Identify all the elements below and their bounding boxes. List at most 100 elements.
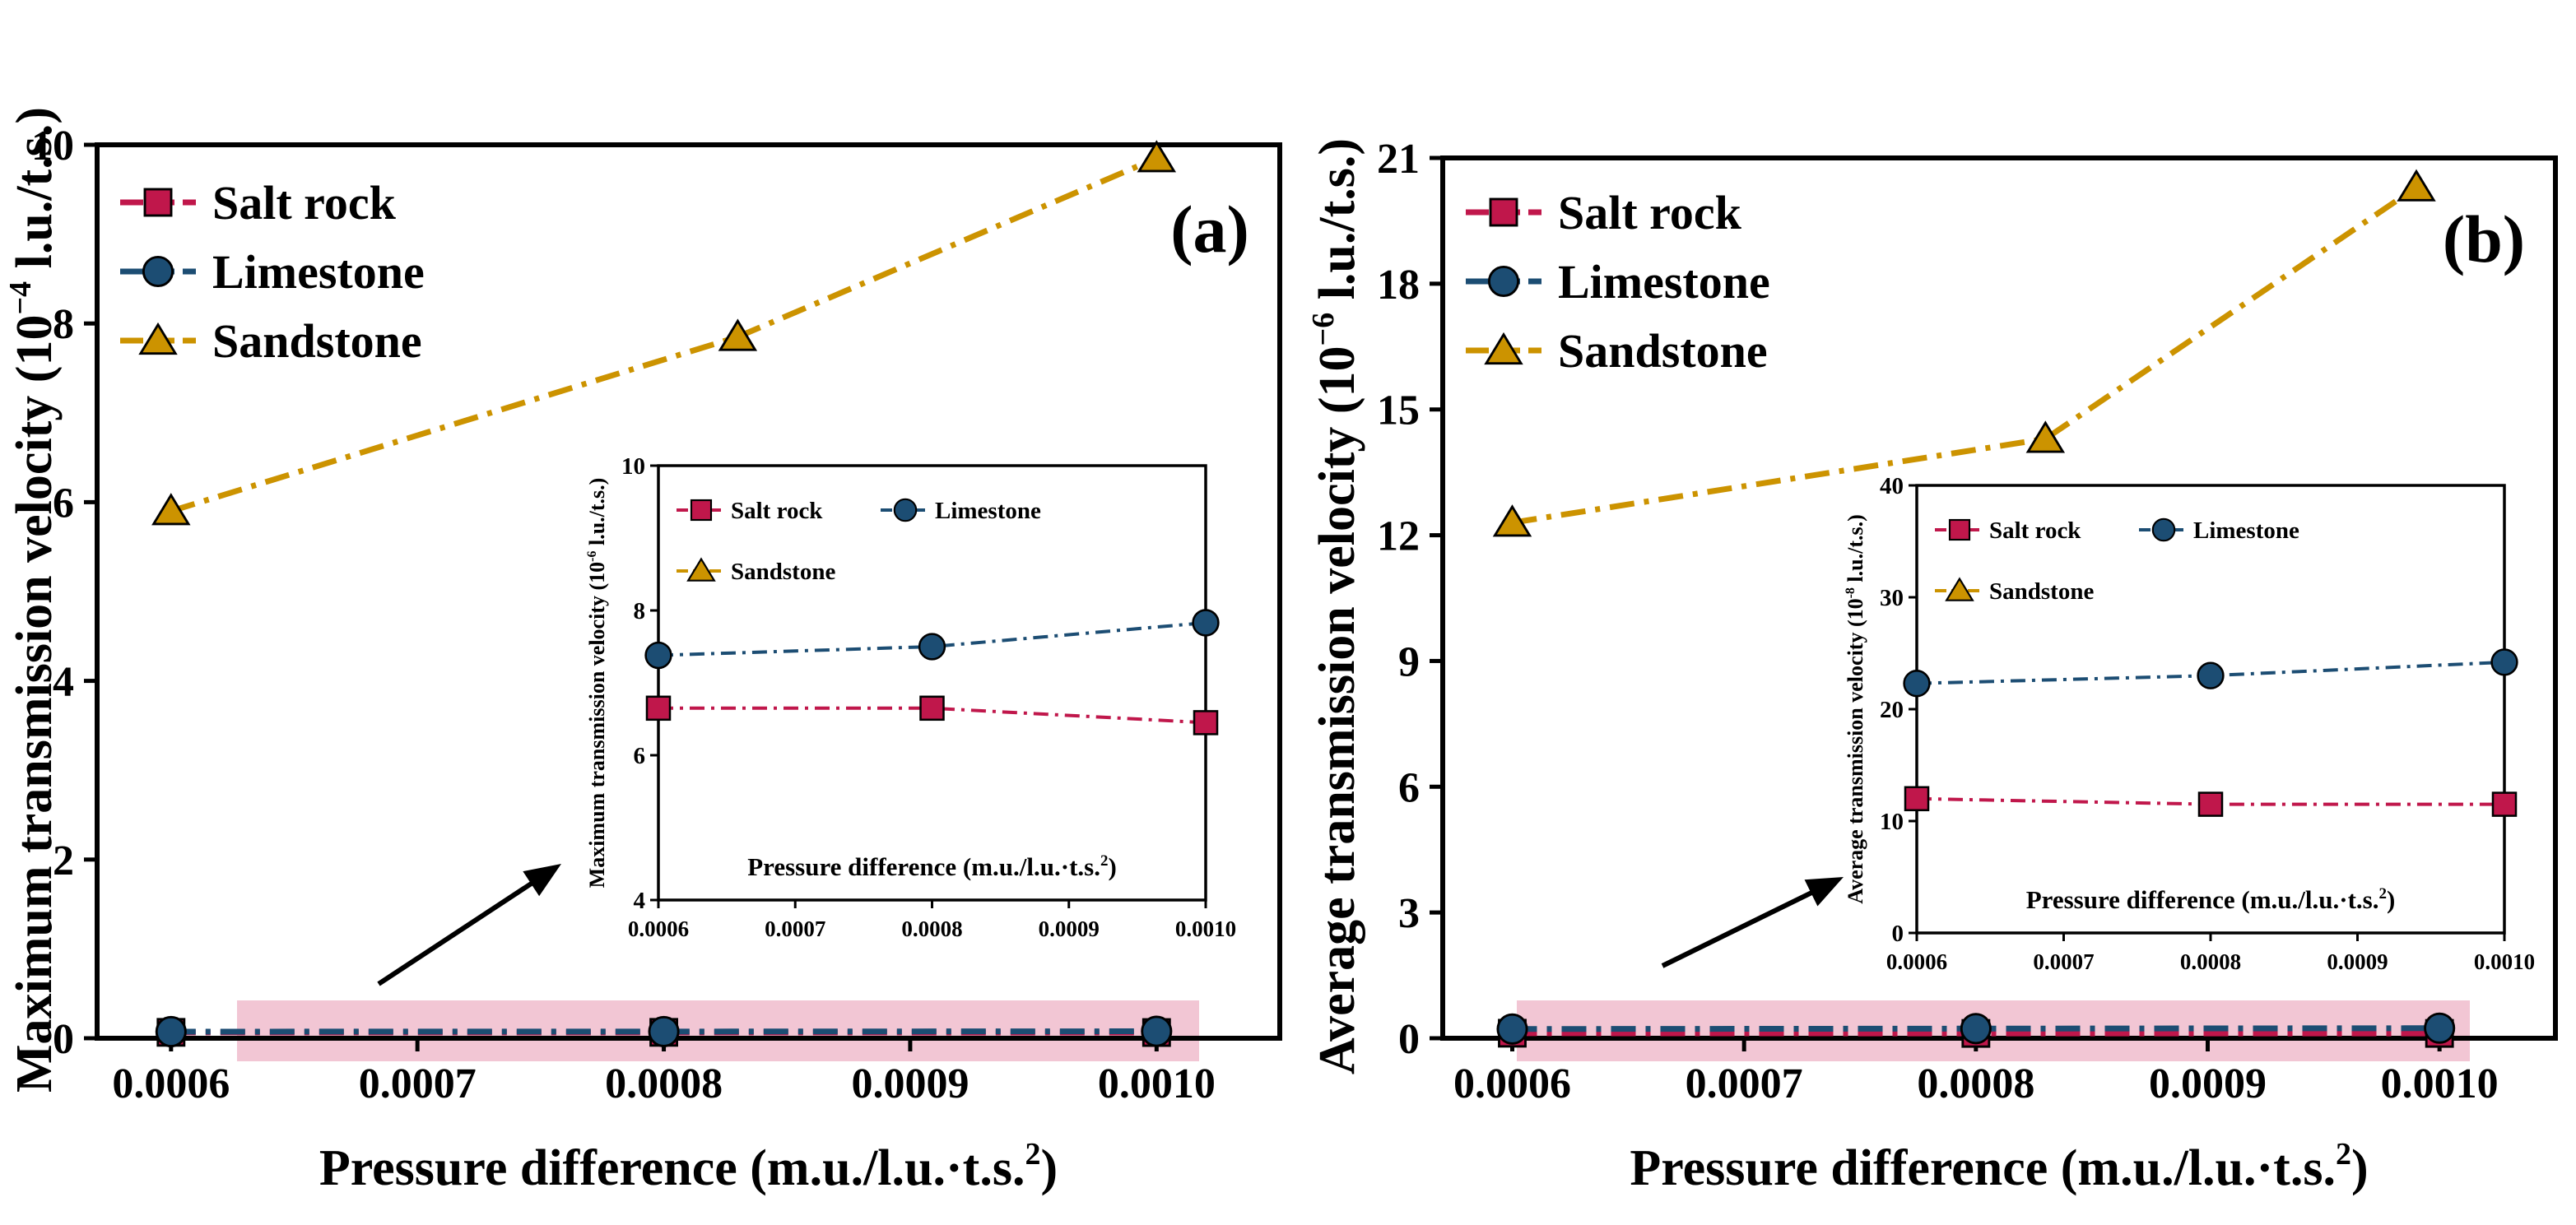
- legend-label: Limestone: [1558, 255, 1770, 309]
- inset-y-axis-title: Maximum transmission velocity (10-6 l.u.…: [585, 478, 609, 889]
- data-point-sandstone: [2397, 169, 2436, 202]
- y-tick-label: 0: [1398, 1016, 1420, 1063]
- data-point-limestone: [648, 1015, 680, 1047]
- inset-data-point-salt-rock: [2197, 791, 2224, 817]
- x-tick-label: 0.0006: [1453, 1060, 1571, 1107]
- inset-data-point-limestone: [644, 641, 672, 670]
- y-tick-label: 10: [31, 123, 74, 169]
- y-tick-label: 6: [1398, 764, 1420, 811]
- inset-legend-label: Sandstone: [731, 559, 835, 585]
- data-point-sandstone: [151, 493, 191, 526]
- inset-legend-label: Limestone: [2193, 517, 2299, 544]
- inset-y-tick-label: 8: [634, 598, 646, 624]
- y-tick-label: 3: [1398, 890, 1420, 937]
- inset-x-tick-label: 0.0009: [1039, 916, 1100, 941]
- legend: Salt rock Limestone Sandstone: [1466, 186, 1770, 378]
- x-tick-label: 0.0007: [359, 1060, 477, 1107]
- inset-legend-marker: [893, 498, 918, 522]
- legend-label: Limestone: [212, 245, 425, 299]
- y-axis-title: Maximum transmission velocity (10−4 l.u.…: [3, 107, 63, 1093]
- arrow-head: [523, 864, 561, 897]
- data-point-sandstone: [1492, 504, 1532, 537]
- inset-x-tick-label: 0.0007: [2033, 949, 2094, 974]
- inset-y-tick-label: 10: [1880, 809, 1904, 835]
- inset-x-tick-label: 0.0008: [901, 916, 962, 941]
- inset-legend-label: Sandstone: [1989, 578, 2094, 605]
- legend-marker: [1489, 197, 1518, 227]
- inset-x-tick-label: 0.0010: [1175, 916, 1236, 941]
- inset-x-axis-title: Pressure difference (m.u./l.u.·t.s.2): [747, 852, 1117, 881]
- inset-frame: [1915, 484, 2506, 935]
- inset-y-tick-label: 20: [1880, 697, 1904, 723]
- y-tick-label: 9: [1398, 638, 1420, 685]
- inset-data-point-limestone: [2197, 661, 2225, 689]
- inset-legend-label: Limestone: [935, 498, 1041, 524]
- x-tick-label: 0.0006: [112, 1060, 230, 1107]
- data-point-sandstone: [2025, 420, 2066, 453]
- legend-label: Salt rock: [1558, 186, 1742, 239]
- legend-label: Sandstone: [1558, 324, 1768, 378]
- data-point-limestone: [1141, 1015, 1173, 1047]
- legend: Salt rock Limestone Sandstone: [120, 176, 425, 368]
- x-tick-label: 0.0009: [2149, 1060, 2267, 1107]
- inset-legend: Salt rock Limestone Sandstone: [1935, 517, 2299, 605]
- inset-y-axis-title: Average transmission velocity (10-8 l.u.…: [1844, 514, 1867, 904]
- chart-panel-a: 0 2 4 6 8 10 0.0006 0.0007 0.0008 0.0009 0.0010 Pre…: [3, 107, 1282, 1196]
- inset-x-tick-label: 0.0009: [2327, 949, 2388, 974]
- inset-y-tick-label: 0: [1892, 921, 1904, 947]
- inset-x-tick-label: 0.0007: [765, 916, 825, 941]
- inset-x-tick-label: 0.0008: [2180, 949, 2241, 974]
- x-tick-label: 0.0007: [1686, 1060, 1803, 1107]
- inset-legend-marker: [690, 499, 713, 522]
- data-point-limestone: [155, 1015, 187, 1048]
- y-tick-label: 2: [53, 838, 74, 884]
- arrow-shaft: [377, 874, 545, 986]
- inset-y-tick-label: 6: [634, 743, 646, 769]
- x-tick-label: 0.0008: [605, 1060, 723, 1107]
- y-tick-label: 12: [1377, 513, 1420, 560]
- inset-data-point-limestone: [1903, 670, 1931, 698]
- inset-legend-label: Salt rock: [731, 498, 823, 524]
- x-tick-label: 0.0009: [851, 1060, 969, 1107]
- inset-frame: [657, 464, 1207, 902]
- data-point-sandstone: [1137, 140, 1177, 173]
- inset-data-point-salt-rock: [1904, 786, 1930, 812]
- inset-data-point-salt-rock: [919, 695, 945, 722]
- arrow-head: [1804, 877, 1844, 907]
- plot-frame: [95, 142, 1282, 1041]
- legend-marker: [138, 322, 178, 355]
- legend-marker: [143, 188, 173, 217]
- inset-data-point-salt-rock: [1193, 710, 1219, 735]
- inset-data-point-salt-rock: [2491, 791, 2518, 817]
- inset-chart: 4 6 8 10 0.0006 0.0007 0.0008 0.0009 0.0010 Press…: [585, 453, 1236, 941]
- plot-frame: [1440, 155, 2558, 1041]
- inset-legend-marker: [686, 557, 716, 582]
- inset-y-tick-label: 4: [634, 888, 646, 914]
- x-tick-label: 0.0010: [1098, 1060, 1216, 1107]
- inset-x-tick-label: 0.0010: [2474, 949, 2535, 974]
- legend-label: Sandstone: [212, 314, 422, 368]
- y-tick-label: 6: [53, 480, 74, 527]
- inset-legend-marker: [1945, 577, 1974, 601]
- inset-legend-label: Salt rock: [1989, 517, 2081, 544]
- arrow-shaft: [1661, 884, 1827, 968]
- x-tick-label: 0.0010: [2381, 1060, 2499, 1107]
- inset-data-point-salt-rock: [645, 695, 672, 722]
- data-point-limestone: [2424, 1012, 2456, 1044]
- inset-y-tick-label: 10: [621, 453, 645, 480]
- data-point-sandstone: [718, 318, 758, 351]
- panel-label: (a): [1170, 192, 1249, 267]
- y-tick-label: 18: [1377, 262, 1420, 309]
- inset-data-point-limestone: [1192, 609, 1220, 637]
- data-point-limestone: [1960, 1013, 1992, 1045]
- x-tick-label: 0.0008: [1917, 1060, 2034, 1107]
- inset-chart: 0 10 20 30 40 0.0006 0.0007 0.0008 0.0009 0.0010 P…: [1844, 473, 2535, 974]
- chart-panel-b: 0 3 6 9 12 15 18 21 0.0006 0.0007 0.0008 0.0009 0.00…: [1306, 136, 2558, 1196]
- inset-y-tick-label: 30: [1880, 585, 1904, 611]
- y-tick-label: 15: [1377, 387, 1420, 434]
- y-tick-label: 21: [1377, 136, 1420, 183]
- inset-legend-marker: [1948, 518, 1971, 541]
- panel-label: (b): [2443, 202, 2525, 276]
- x-axis-title: Pressure difference (m.u./l.u.·t.s.2): [319, 1137, 1058, 1196]
